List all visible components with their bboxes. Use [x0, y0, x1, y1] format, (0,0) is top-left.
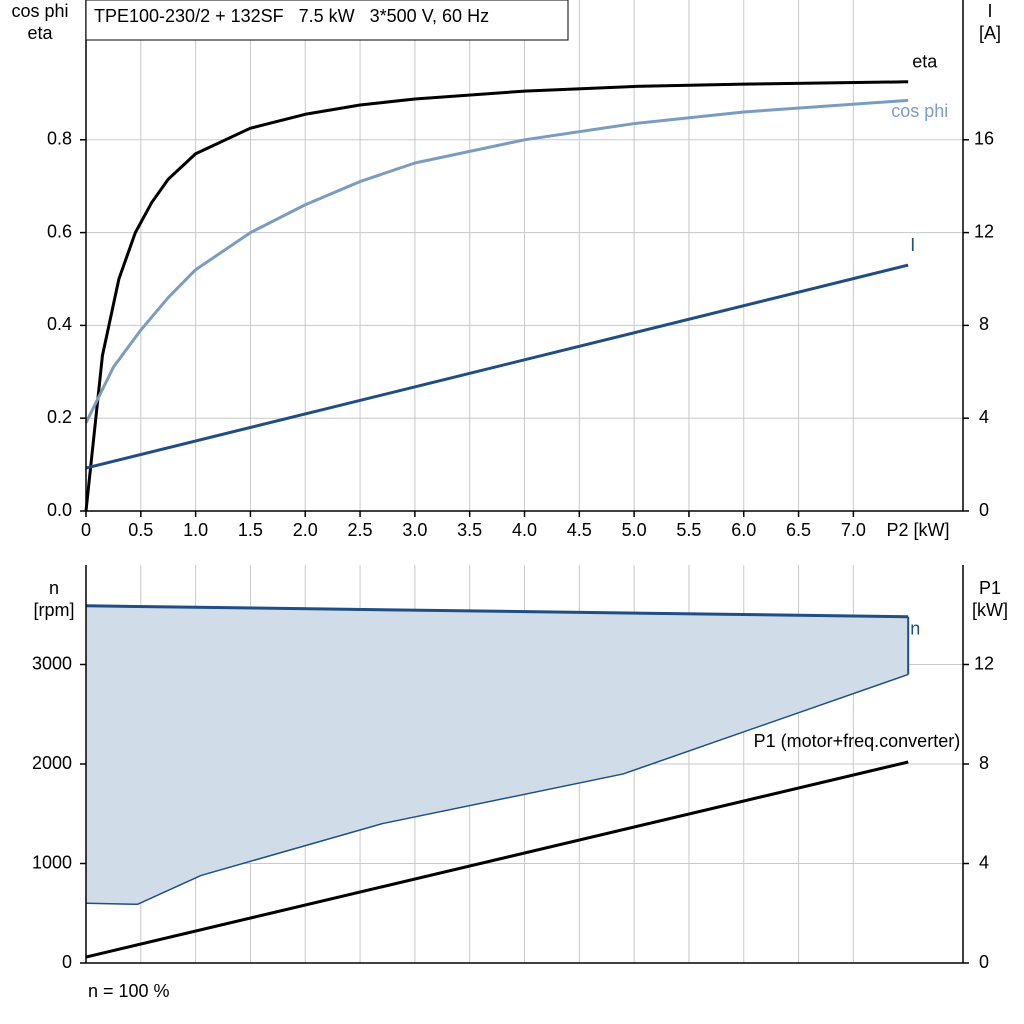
x-tick-label: 4.0 [512, 520, 537, 540]
y2-tick-label: 16 [974, 129, 994, 149]
y-axis-label: n [49, 578, 59, 598]
series-line [85, 604, 909, 619]
series-line [85, 760, 909, 959]
x-tick-label: 3.0 [402, 520, 427, 540]
y2-tick-label: 0 [979, 952, 989, 972]
x-axis-label: P2 [kW] [886, 520, 949, 540]
x-tick-label: 1.5 [238, 520, 263, 540]
series-line [85, 673, 909, 906]
y2-axis-label: P1 [979, 578, 1001, 598]
x-tick-label: 5.5 [676, 520, 701, 540]
x-tick-label: 0 [81, 520, 91, 540]
y2-tick-label: 8 [979, 753, 989, 773]
x-tick-label: 6.0 [731, 520, 756, 540]
x-tick-label: 6.5 [786, 520, 811, 540]
y-tick-label: 2000 [32, 753, 72, 773]
y-tick-label: 0.6 [47, 221, 72, 241]
series-line [85, 263, 909, 470]
note: n = 100 % [88, 981, 170, 1001]
y2-tick-label: 12 [974, 653, 994, 673]
y-axis-label: eta [27, 23, 53, 43]
x-tick-label: 2.5 [348, 520, 373, 540]
x-tick-label: 2.0 [293, 520, 318, 540]
y-tick-label: 0 [62, 952, 72, 972]
series-label: cos phi [891, 101, 948, 121]
series-line [84, 80, 909, 512]
series-label: P1 (motor+freq.converter) [754, 731, 961, 751]
y-tick-label: 0.4 [47, 314, 72, 334]
y2-axis-label: [kW] [972, 600, 1008, 620]
x-tick-label: 4.5 [567, 520, 592, 540]
x-tick-label: 1.0 [183, 520, 208, 540]
y-axis-label: cos phi [11, 1, 68, 21]
y2-tick-label: 12 [974, 221, 994, 241]
title-box [85, 0, 569, 41]
series-label: n [910, 618, 920, 638]
y-tick-label: 3000 [32, 653, 72, 673]
y-axis-label: [rpm] [33, 600, 74, 620]
y2-axis-label: [A] [979, 23, 1001, 43]
y2-axis-label: I [987, 1, 992, 21]
y2-tick-label: 4 [979, 407, 989, 427]
y-tick-label: 0.2 [47, 407, 72, 427]
chart-title: TPE100-230/2 + 132SF 7.5 kW 3*500 V, 60 … [94, 6, 489, 26]
y2-tick-label: 4 [979, 852, 989, 872]
x-tick-label: 3.5 [457, 520, 482, 540]
y2-tick-label: 8 [979, 314, 989, 334]
series-line [84, 98, 909, 424]
series-label: eta [912, 52, 938, 72]
series-label: I [910, 235, 915, 255]
x-tick-label: 5.0 [622, 520, 647, 540]
x-tick-label: 7.0 [841, 520, 866, 540]
y-tick-label: 1000 [32, 852, 72, 872]
range-area [86, 605, 909, 905]
x-tick-label: 0.5 [128, 520, 153, 540]
y-tick-label: 0.8 [47, 129, 72, 149]
y2-tick-label: 0 [979, 500, 989, 520]
y-tick-label: 0.0 [47, 500, 72, 520]
